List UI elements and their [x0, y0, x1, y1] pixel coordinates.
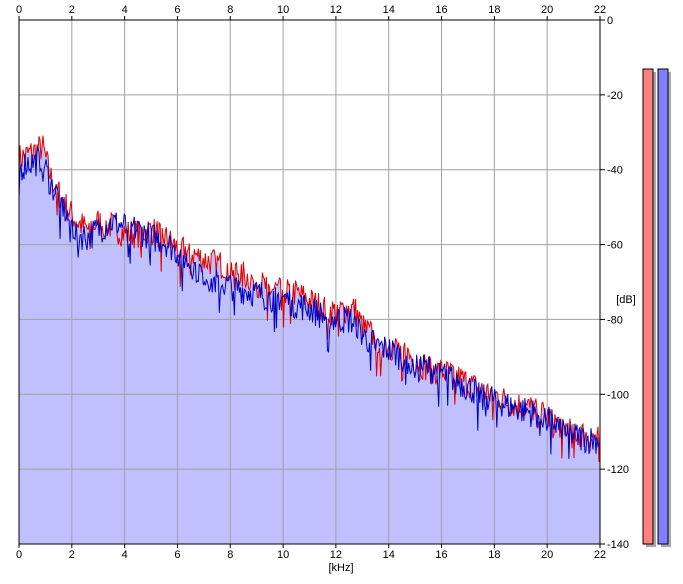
- x-tick-label-top: 10: [277, 4, 289, 16]
- y-axis-title: [dB]: [616, 294, 636, 306]
- x-tick-label-top: 20: [541, 4, 553, 16]
- x-tick-label-bottom: 22: [594, 549, 606, 561]
- y-tick-label: -120: [607, 464, 629, 476]
- x-tick-label-top: 4: [122, 4, 128, 16]
- x-tick-label-bottom: 18: [488, 549, 500, 561]
- level-meter-right: [657, 68, 669, 545]
- x-tick-label-bottom: 14: [383, 549, 395, 561]
- x-tick-label-top: 6: [174, 4, 180, 16]
- spectrum-area: [19, 135, 600, 544]
- series-line-blue: [18, 146, 601, 459]
- x-ticks-bottom: 0 2 4 6 8 10 12 14 16 18 20 22: [16, 544, 606, 561]
- x-tick-label-bottom: 4: [122, 549, 128, 561]
- x-tick-label-top: 8: [227, 4, 233, 16]
- y-tick-label: 0: [607, 15, 613, 27]
- series-line-red: [18, 135, 601, 462]
- x-tick-label-bottom: 6: [174, 549, 180, 561]
- x-tick-label-bottom: 8: [227, 549, 233, 561]
- x-tick-label-top: 0: [16, 4, 22, 16]
- x-tick-label-bottom: 10: [277, 549, 289, 561]
- x-tick-label-bottom: 12: [330, 549, 342, 561]
- level-meters: [642, 68, 671, 547]
- x-tick-label-top: 16: [435, 4, 447, 16]
- level-meter-left: [642, 68, 654, 545]
- x-tick-label-top: 12: [330, 4, 342, 16]
- y-tick-label: -40: [607, 165, 623, 177]
- x-axis-title: [kHz]: [328, 562, 353, 574]
- x-tick-label-bottom: 20: [541, 549, 553, 561]
- y-tick-label: -20: [607, 90, 623, 102]
- x-tick-label-bottom: 2: [69, 549, 75, 561]
- x-tick-label-bottom: 0: [16, 549, 22, 561]
- y-tick-label: -140: [607, 539, 629, 551]
- plot-frame: [18, 19, 601, 545]
- y-tick-label: -60: [607, 240, 623, 252]
- x-ticks-top: 0 2 4 6 8 10 12 14 16 18 20 22: [16, 4, 606, 20]
- x-tick-label-bottom: 16: [435, 549, 447, 561]
- x-tick-label-top: 14: [383, 4, 395, 16]
- y-tick-label: -100: [607, 389, 629, 401]
- x-tick-label-top: 2: [69, 4, 75, 16]
- y-tick-label: -80: [607, 314, 623, 326]
- x-tick-label-top: 22: [594, 4, 606, 16]
- y-ticks-right: 0 -20 -40 -60 -80 -100 -120 -140: [600, 15, 629, 551]
- series-lines: [18, 135, 601, 462]
- spectrum-fill: [19, 135, 600, 544]
- x-tick-label-top: 18: [488, 4, 500, 16]
